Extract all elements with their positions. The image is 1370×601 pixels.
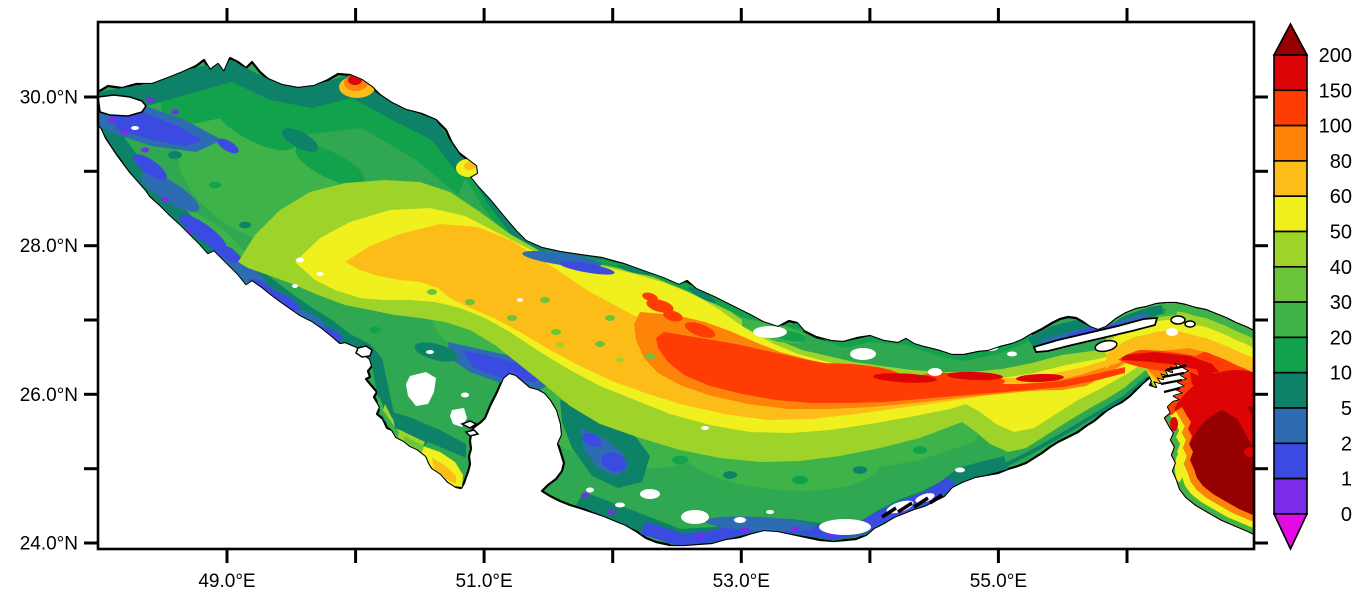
svg-text:0: 0 [1341, 504, 1352, 526]
svg-text:26.0°N: 26.0°N [20, 385, 78, 406]
svg-text:2: 2 [1341, 433, 1352, 455]
svg-text:100: 100 [1319, 116, 1352, 138]
svg-text:53.0°E: 53.0°E [713, 571, 770, 592]
svg-text:50: 50 [1330, 222, 1352, 244]
svg-text:5: 5 [1341, 398, 1352, 420]
svg-text:30: 30 [1330, 292, 1352, 314]
svg-text:51.0°E: 51.0°E [455, 571, 512, 592]
svg-text:40: 40 [1330, 257, 1352, 279]
svg-text:80: 80 [1330, 151, 1352, 173]
svg-text:30.0°N: 30.0°N [20, 88, 78, 109]
svg-text:49.0°E: 49.0°E [198, 571, 255, 592]
svg-text:200: 200 [1319, 45, 1352, 67]
svg-text:1: 1 [1341, 469, 1352, 491]
svg-text:60: 60 [1330, 186, 1352, 208]
svg-text:28.0°N: 28.0°N [20, 236, 78, 257]
svg-text:55.0°E: 55.0°E [970, 571, 1027, 592]
svg-text:10: 10 [1330, 363, 1352, 385]
svg-text:150: 150 [1319, 80, 1352, 102]
svg-text:24.0°N: 24.0°N [20, 534, 78, 555]
svg-text:20: 20 [1330, 327, 1352, 349]
